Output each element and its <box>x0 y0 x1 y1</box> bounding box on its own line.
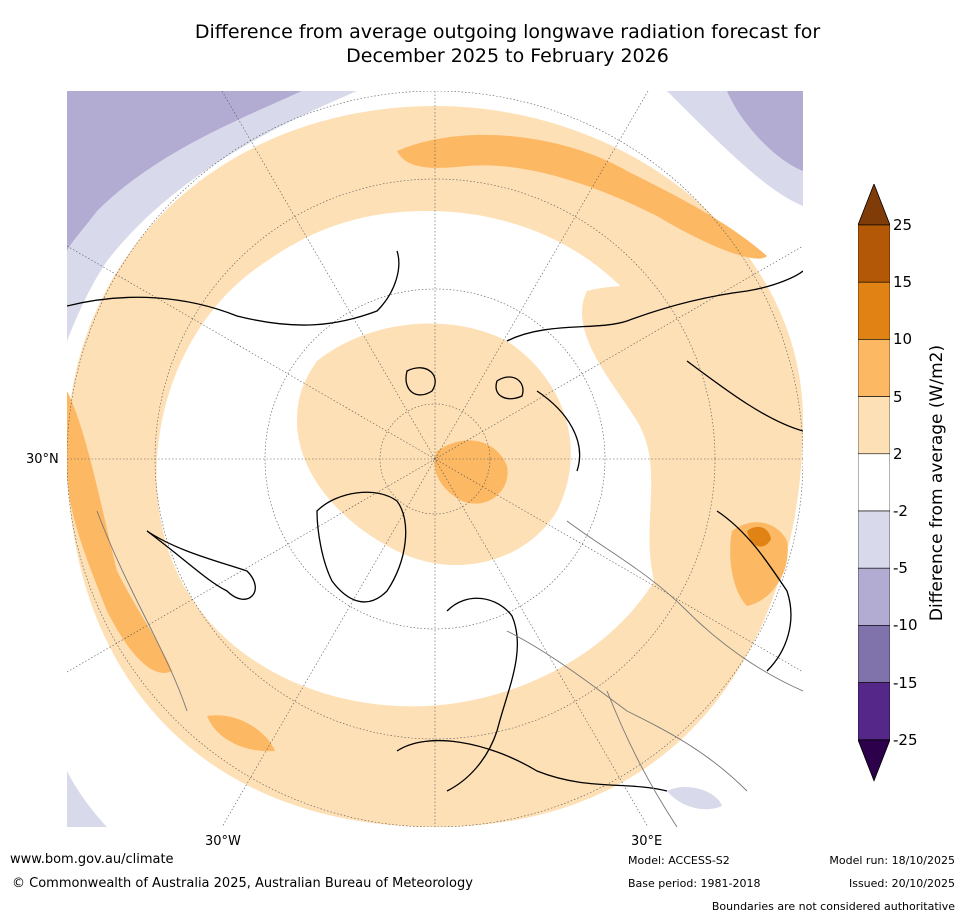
boundary <box>606 690 678 827</box>
colorbar-bin <box>858 682 890 741</box>
coastline-arctic-islands <box>405 367 524 400</box>
boundary <box>506 630 748 792</box>
colorbar-extend-top <box>858 184 890 226</box>
colorbar-tick-label: -15 <box>893 673 918 692</box>
colorbar-tick-label: 25 <box>893 216 913 234</box>
colorbar-tick-label: 15 <box>893 273 913 292</box>
coastline-east-asia <box>686 360 803 672</box>
footer-model: Model: ACCESS-S2 <box>628 854 730 867</box>
colorbar-bin <box>858 339 890 397</box>
lat-label-30n: 30°N <box>26 452 59 467</box>
anomaly-pos-5-10-central <box>434 440 508 504</box>
anomaly-pos-ring <box>67 106 803 827</box>
chart-title: Difference from average outgoing longwav… <box>60 20 955 68</box>
anomaly-neg-se-small <box>667 786 722 810</box>
title-line-1: Difference from average outgoing longwav… <box>194 21 821 43</box>
coastline-greenland <box>316 491 407 603</box>
footer-base-period: Base period: 1981-2018 <box>628 877 761 890</box>
colorbar-tick-label: 2 <box>893 444 903 463</box>
colorbar-bin <box>858 396 890 455</box>
lon-label-30e: 30°E <box>631 834 663 849</box>
colorbar-tick-label: -5 <box>893 559 908 578</box>
anomaly-neg-ne-medium <box>727 91 803 171</box>
anomaly-pos-5-10-atlantic <box>207 715 275 752</box>
footer-model-run: Model run: 18/10/2025 <box>829 854 955 867</box>
map-svg <box>67 91 803 827</box>
colorbar-extend-bottom <box>858 739 890 782</box>
boundary <box>566 520 803 692</box>
footer-copyright: © Commonwealth of Australia 2025, Austra… <box>12 876 473 891</box>
anomaly-pos-5-10-pacific-arc <box>397 134 767 259</box>
colorbar-tick-label: -2 <box>893 502 908 520</box>
anomaly-neg-sw-light <box>67 771 107 827</box>
anomaly-pos-5-10-west <box>67 391 172 673</box>
boundary <box>96 510 188 712</box>
coastline-north-america <box>67 250 400 600</box>
colorbar-bin <box>858 281 890 340</box>
title-line-2: December 2025 to February 2026 <box>346 45 669 67</box>
lon-label-30w: 30°W <box>205 834 241 849</box>
coastlines <box>67 250 803 792</box>
colorbar-tick-label: 10 <box>893 330 913 349</box>
colorbar-tick-label: -25 <box>893 730 918 749</box>
colorbar-bin <box>858 510 890 569</box>
anomaly-pos-10-15-asia <box>747 526 771 547</box>
footer-website[interactable]: www.bom.gov.au/climate <box>10 852 174 867</box>
anomaly-pos-central <box>297 323 571 566</box>
coastline-europe <box>396 597 668 792</box>
country-boundaries <box>96 510 803 827</box>
colorbar-tick-label: -10 <box>893 616 918 635</box>
anomaly-neg-nw-medium <box>67 91 302 251</box>
footer-issued: Issued: 20/10/2025 <box>848 877 955 890</box>
coastline-siberia <box>506 270 803 472</box>
colorbar-tick-label: 5 <box>893 387 903 406</box>
polar-map <box>67 91 803 827</box>
footer-disclaimer: Boundaries are not considered authoritat… <box>711 900 955 913</box>
colorbar-label: Difference from average (W/m2) <box>927 344 947 622</box>
latitude-circle <box>264 288 606 630</box>
colorbar-bin <box>858 567 890 626</box>
colorbar-bin <box>858 453 890 512</box>
anomaly-pos-5-10-asia <box>730 522 788 606</box>
colorbar <box>858 184 890 782</box>
graticule <box>67 91 803 827</box>
colorbar-bin <box>858 224 890 283</box>
colorbar-bin <box>858 625 890 683</box>
